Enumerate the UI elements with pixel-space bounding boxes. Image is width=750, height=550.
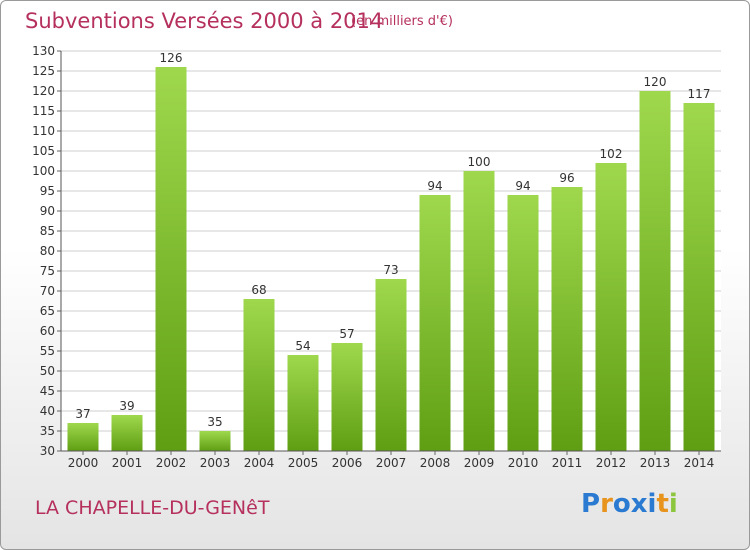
logo-letter: r xyxy=(600,489,613,519)
data-label-2007: 73 xyxy=(383,263,398,277)
logo-letter: P xyxy=(581,489,601,519)
x-tick-label-2014: 2014 xyxy=(684,456,715,470)
x-tick-label-2006: 2006 xyxy=(332,456,363,470)
x-tick-label-2013: 2013 xyxy=(640,456,671,470)
y-tick-label: 65 xyxy=(40,304,55,318)
proxiti-logo: Proxiti xyxy=(581,489,678,519)
y-tick-label: 60 xyxy=(40,324,55,338)
logo-letter: t xyxy=(656,489,669,519)
bar-2011 xyxy=(551,187,583,451)
y-tick-label: 75 xyxy=(40,264,55,278)
data-label-2004: 68 xyxy=(251,283,266,297)
x-tick-label-2007: 2007 xyxy=(376,456,407,470)
y-tick-label: 35 xyxy=(40,424,55,438)
x-tick-label-2005: 2005 xyxy=(288,456,319,470)
bar-2005 xyxy=(287,355,319,451)
bar-2013 xyxy=(639,91,671,451)
data-label-2003: 35 xyxy=(207,415,222,429)
data-label-2014: 117 xyxy=(688,87,711,101)
x-tick-label-2000: 2000 xyxy=(68,456,99,470)
bars xyxy=(67,67,715,451)
data-label-2013: 120 xyxy=(644,75,667,89)
bar-2008 xyxy=(419,195,451,451)
bar-2004 xyxy=(243,299,275,451)
y-tick-label: 110 xyxy=(32,124,55,138)
y-tick-label: 30 xyxy=(40,444,55,458)
y-tick-label: 120 xyxy=(32,84,55,98)
bar-2001 xyxy=(111,415,143,451)
data-label-2011: 96 xyxy=(559,171,574,185)
x-tick-label-2002: 2002 xyxy=(156,456,187,470)
y-tick-label: 90 xyxy=(40,204,55,218)
data-label-2008: 94 xyxy=(427,179,442,193)
y-tick-label: 45 xyxy=(40,384,55,398)
data-label-2000: 37 xyxy=(75,407,90,421)
logo-letter: x xyxy=(630,489,648,519)
chart-subtitle: (en milliers d'€) xyxy=(351,14,453,29)
commune-name: LA CHAPELLE-DU-GENêT xyxy=(35,497,270,519)
bar-2007 xyxy=(375,279,407,451)
data-labels: 37 39 126 35 68 54 57 73 94 100 94 96 102 120 117 xyxy=(75,51,710,429)
data-label-2009: 100 xyxy=(468,155,491,169)
x-tick-label-2010: 2010 xyxy=(508,456,539,470)
chart-title: Subventions Versées 2000 à 2014 xyxy=(25,9,384,33)
axes: 30 35 40 45 50 55 60 65 70 75 80 85 90 95 100 105 110 115… xyxy=(32,44,721,470)
x-tick-label-2004: 2004 xyxy=(244,456,275,470)
y-tick-label: 80 xyxy=(40,244,55,258)
bar-2014 xyxy=(683,103,715,451)
y-tick-label: 95 xyxy=(40,184,55,198)
data-label-2010: 94 xyxy=(515,179,530,193)
data-label-2002: 126 xyxy=(160,51,183,65)
bar-2006 xyxy=(331,343,363,451)
bar-2003 xyxy=(199,431,231,451)
x-tick-label-2003: 2003 xyxy=(200,456,231,470)
data-label-2012: 102 xyxy=(600,147,623,161)
x-tick-label-2011: 2011 xyxy=(552,456,583,470)
y-tick-label: 70 xyxy=(40,284,55,298)
bar-2009 xyxy=(463,171,495,451)
y-tick-label: 105 xyxy=(32,144,55,158)
y-tick-label: 50 xyxy=(40,364,55,378)
y-tick-label: 125 xyxy=(32,64,55,78)
y-tick-label: 85 xyxy=(40,224,55,238)
x-tick-label-2009: 2009 xyxy=(464,456,495,470)
y-tick-label: 100 xyxy=(32,164,55,178)
bar-2002 xyxy=(155,67,187,451)
x-tick-label-2001: 2001 xyxy=(112,456,143,470)
bar-2000 xyxy=(67,423,99,451)
data-label-2005: 54 xyxy=(295,339,310,353)
data-label-2006: 57 xyxy=(339,327,354,341)
x-tick-label-2012: 2012 xyxy=(596,456,627,470)
bar-2012 xyxy=(595,163,627,451)
y-tick-label: 130 xyxy=(32,44,55,58)
logo-letter: o xyxy=(612,489,631,519)
y-tick-label: 115 xyxy=(32,104,55,118)
x-tick-label-2008: 2008 xyxy=(420,456,451,470)
data-label-2001: 39 xyxy=(119,399,134,413)
logo-letter: i xyxy=(668,489,678,519)
y-tick-label: 55 xyxy=(40,344,55,358)
logo-letter: i xyxy=(647,489,657,519)
bar-2010 xyxy=(507,195,539,451)
y-tick-label: 40 xyxy=(40,404,55,418)
